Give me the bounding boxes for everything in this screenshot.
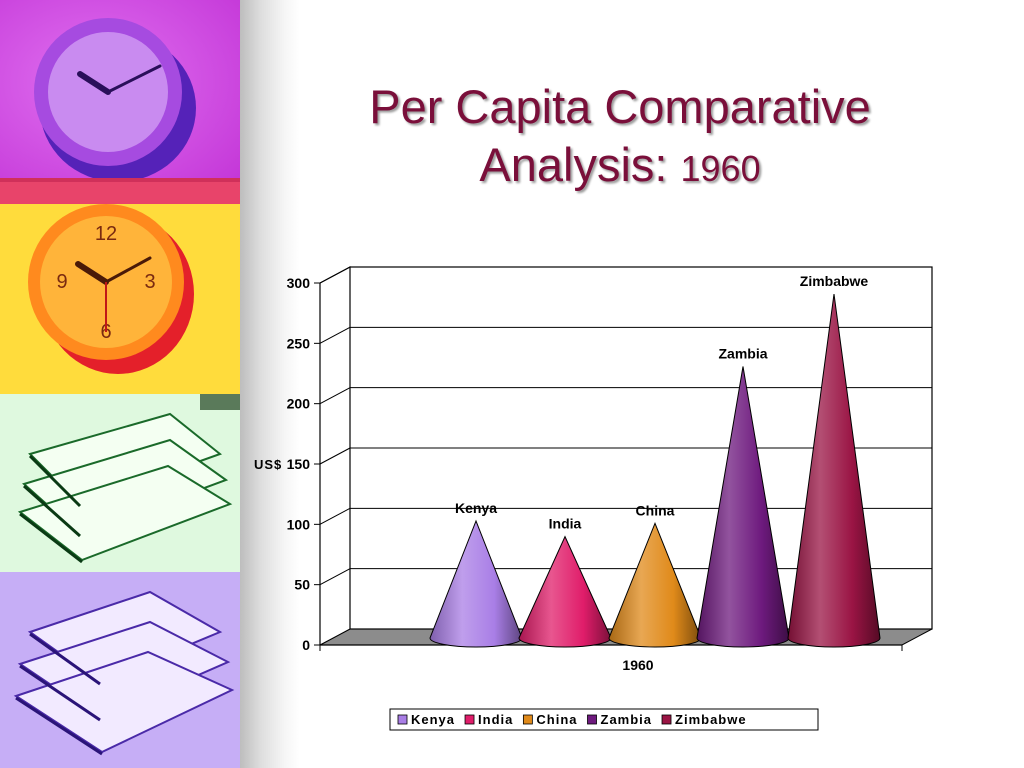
- legend: [389, 708, 819, 731]
- cone-chart: 0 50 100 150 200 250 300 US$ 1960 Kenya India China…: [254, 266, 933, 731]
- y-tick-label-150: 150: [287, 456, 311, 472]
- legend-label-zimbabwe: Zimbabwe: [675, 712, 747, 727]
- cone-zambia: [696, 366, 790, 648]
- y-tick-label-100: 100: [287, 516, 311, 532]
- legend-label-zambia: Zambia: [601, 712, 653, 727]
- strip-shadow: [240, 0, 300, 768]
- gridline-side-200: [319, 387, 351, 405]
- y-axis-label: US$: [254, 457, 282, 472]
- title-line-2: Analysis: 1960: [300, 136, 940, 198]
- yellow-clock-image: 123 69: [0, 182, 240, 394]
- legend-swatch-zambia: [587, 714, 597, 725]
- svg-text:12: 12: [95, 223, 117, 245]
- legend-label-china: China: [536, 712, 577, 727]
- data-label-zimbabwe: Zimbabwe: [800, 273, 869, 289]
- gridline-side-50: [319, 568, 351, 586]
- gridline-side-150: [319, 447, 351, 465]
- title-analysis-text: Analysis:: [479, 138, 681, 191]
- y-tick-label-250: 250: [287, 335, 311, 351]
- legend-swatch-kenya: [397, 714, 408, 725]
- x-category-label: 1960: [622, 657, 653, 673]
- title-line-1: Per Capita Comparative: [369, 80, 871, 133]
- legend-swatch-india: [464, 714, 475, 725]
- legend-swatch-zimbabwe: [661, 714, 672, 725]
- purple-books-image: [0, 572, 240, 768]
- data-label-china: China: [636, 502, 675, 518]
- slide-title: Per Capita Comparative Analysis: 1960: [300, 78, 940, 198]
- cone-zimbabwe: [787, 294, 881, 648]
- y-tick-label-300: 300: [287, 275, 311, 291]
- legend-label-kenya: Kenya: [411, 712, 455, 727]
- svg-text:9: 9: [56, 271, 67, 293]
- gridline-side-250: [319, 326, 351, 344]
- gridline-side-300: [319, 266, 351, 284]
- legend-swatch-china: [522, 714, 533, 725]
- data-label-zambia: Zambia: [718, 346, 767, 362]
- svg-text:3: 3: [144, 271, 155, 293]
- y-tick-label-200: 200: [287, 396, 311, 412]
- green-books-image: [0, 394, 240, 572]
- title-year: 1960: [680, 148, 761, 189]
- gridline-side-100: [319, 507, 351, 525]
- y-tick-label-50: 50: [294, 577, 310, 593]
- decorative-image-strip: 123 69: [0, 0, 240, 768]
- purple-clock-image: [0, 0, 240, 182]
- data-label-kenya: Kenya: [455, 500, 497, 516]
- legend-label-india: India: [478, 712, 513, 727]
- data-label-india: India: [549, 516, 582, 532]
- y-tick-label-0: 0: [302, 637, 310, 653]
